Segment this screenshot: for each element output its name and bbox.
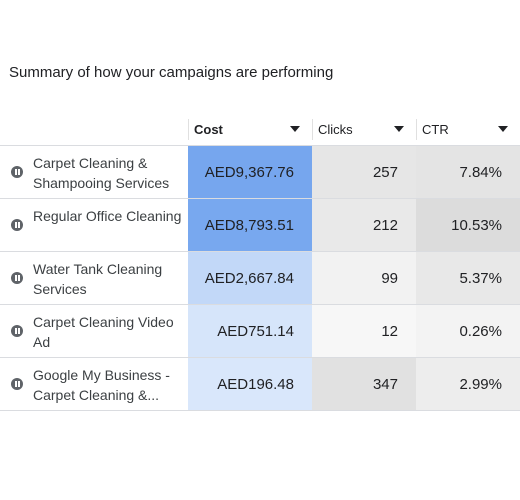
pause-icon [11, 325, 23, 337]
campaign-name-cell[interactable]: Carpet Cleaning & Shampooing Services [0, 146, 188, 198]
campaign-table: Cost Clicks CTR Carpet Cleaning & Shampo… [0, 114, 520, 411]
ctr-cell: 10.53% [416, 199, 520, 251]
column-header-cost-label: Cost [194, 122, 223, 137]
clicks-cell: 347 [312, 358, 416, 410]
campaign-name[interactable]: Regular Office Cleaning [33, 208, 182, 224]
campaign-name-cell[interactable]: Water Tank Cleaning Services [0, 252, 188, 304]
column-header-ctr-label: CTR [422, 122, 449, 137]
column-header-clicks[interactable]: Clicks [312, 114, 416, 145]
pause-icon [11, 219, 23, 231]
campaign-name[interactable]: Water Tank Cleaning Services [33, 261, 163, 297]
clicks-cell: 12 [312, 305, 416, 357]
campaign-name[interactable]: Carpet Cleaning Video Ad [33, 314, 174, 350]
clicks-cell: 212 [312, 199, 416, 251]
campaign-name[interactable]: Carpet Cleaning & Shampooing Services [33, 155, 170, 191]
summary-title: Summary of how your campaigns are perfor… [9, 64, 334, 81]
ctr-cell: 7.84% [416, 146, 520, 198]
table-row[interactable]: Carpet Cleaning & Shampooing Services AE… [0, 146, 520, 199]
column-header-cost[interactable]: Cost [188, 114, 312, 145]
ctr-cell: 2.99% [416, 358, 520, 410]
cost-cell: AED196.48 [188, 358, 312, 410]
column-header-ctr[interactable]: CTR [416, 114, 520, 145]
pause-icon [11, 166, 23, 178]
pause-icon [11, 378, 23, 390]
ctr-cell: 5.37% [416, 252, 520, 304]
dropdown-arrow-icon[interactable] [394, 126, 404, 132]
cost-cell: AED8,793.51 [188, 199, 312, 251]
dropdown-arrow-icon[interactable] [290, 126, 300, 132]
table-header: Cost Clicks CTR [0, 114, 520, 146]
campaign-name[interactable]: Google My Business - Carpet Cleaning &..… [33, 367, 170, 403]
ctr-cell: 0.26% [416, 305, 520, 357]
cost-cell: AED2,667.84 [188, 252, 312, 304]
table-row[interactable]: Water Tank Cleaning Services AED2,667.84… [0, 252, 520, 305]
table-row[interactable]: Regular Office Cleaning AED8,793.51 212 … [0, 199, 520, 252]
dropdown-arrow-icon[interactable] [498, 126, 508, 132]
table-row[interactable]: Google My Business - Carpet Cleaning &..… [0, 358, 520, 411]
cost-cell: AED9,367.76 [188, 146, 312, 198]
clicks-cell: 99 [312, 252, 416, 304]
table-row[interactable]: Carpet Cleaning Video Ad AED751.14 12 0.… [0, 305, 520, 358]
column-header-clicks-label: Clicks [318, 122, 353, 137]
clicks-cell: 257 [312, 146, 416, 198]
campaign-name-cell[interactable]: Google My Business - Carpet Cleaning &..… [0, 358, 188, 410]
campaign-name-cell[interactable]: Carpet Cleaning Video Ad [0, 305, 188, 357]
pause-icon [11, 272, 23, 284]
cost-cell: AED751.14 [188, 305, 312, 357]
campaign-name-cell[interactable]: Regular Office Cleaning [0, 199, 188, 251]
